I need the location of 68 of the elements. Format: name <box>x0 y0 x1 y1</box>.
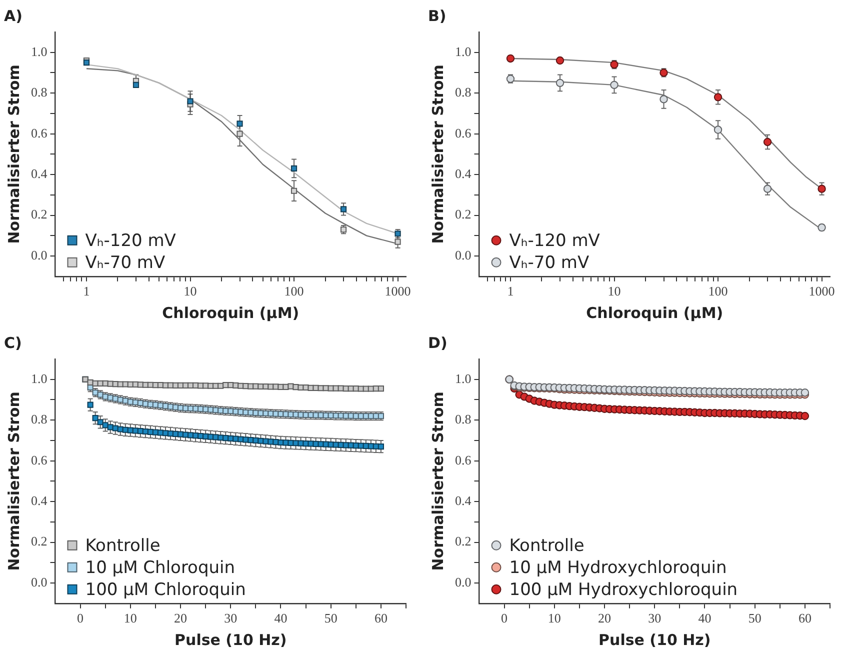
x-axis-title: Pulse (10 Hz) <box>598 630 711 649</box>
chart-title: B) <box>428 6 446 25</box>
legend-label: Vₕ-70 mV <box>509 252 590 273</box>
legend-label: 100 µM Chloroquin <box>85 580 246 600</box>
x-tick-label: 20 <box>174 610 188 626</box>
chart-title: D) <box>428 334 448 352</box>
legend-label: Vₕ-70 mV <box>85 252 166 273</box>
legend-label: 10 µM Chloroquin <box>85 558 236 578</box>
legend-label: 10 µM Hydroxychloroquin <box>509 558 727 578</box>
x-tick-label: 100 <box>284 284 304 299</box>
y-tick-label: 0.2 <box>455 206 472 222</box>
y-tick-label: 0.4 <box>455 492 472 508</box>
y-tick-label: 0.8 <box>31 84 48 100</box>
legend-label: Vₕ-120 mV <box>85 230 176 251</box>
x-tick-label: 100 <box>708 284 728 299</box>
x-tick-label: 40 <box>274 610 288 626</box>
y-tick-label: 0.6 <box>31 125 48 140</box>
y-tick-label: 0.0 <box>455 247 472 262</box>
y-tick-label: 1.0 <box>31 370 48 386</box>
y-tick-label: 0.4 <box>31 492 48 508</box>
x-axis-title: Pulse (10 Hz) <box>174 630 287 649</box>
y-tick-label: 0.6 <box>31 452 48 468</box>
x-tick-label: 60 <box>374 610 388 626</box>
x-axis-title: Chloroquin (µM) <box>162 304 300 322</box>
y-tick-label: 0.6 <box>455 125 472 140</box>
y-tick-label: 0.6 <box>455 452 472 468</box>
y-tick-label: 1.0 <box>455 370 472 386</box>
y-axis-title: Normalisierter Strom <box>428 64 447 244</box>
y-tick-label: 0.2 <box>455 534 472 549</box>
y-tick-label: 1.0 <box>31 44 48 59</box>
y-tick-label: 0.8 <box>31 412 48 427</box>
legend-label: 100 µM Hydroxychloroquin <box>509 580 738 600</box>
x-tick-label: 10 <box>184 284 197 299</box>
legend-label: Kontrolle <box>85 536 160 556</box>
legend-label: Vₕ-120 mV <box>509 230 600 251</box>
x-tick-label: 10 <box>124 610 137 626</box>
x-tick-label: 0 <box>77 610 84 626</box>
y-tick-label: 0.8 <box>455 412 472 427</box>
x-tick-label: 1000 <box>808 284 835 299</box>
x-tick-label: 0 <box>501 610 508 626</box>
x-tick-label: 20 <box>598 610 612 626</box>
x-tick-label: 60 <box>798 610 812 626</box>
y-axis-title: Normalisierter Strom <box>4 64 23 244</box>
y-tick-label: 0.0 <box>455 574 472 590</box>
y-tick-label: 1.0 <box>455 44 472 59</box>
legend-label: Kontrolle <box>509 536 584 556</box>
chart-title: C) <box>4 334 22 352</box>
y-tick-label: 0.8 <box>455 84 472 100</box>
y-tick-label: 0.4 <box>455 166 472 181</box>
y-tick-label: 0.0 <box>31 247 48 262</box>
x-tick-label: 10 <box>608 284 621 299</box>
x-axis-title: Chloroquin (µM) <box>586 304 724 322</box>
y-tick-label: 0.0 <box>31 574 48 590</box>
x-tick-label: 1 <box>507 284 514 299</box>
y-axis-title: Normalisierter Strom <box>4 392 23 571</box>
y-axis-title: Normalisierter Strom <box>428 392 447 571</box>
x-tick-label: 40 <box>698 610 712 626</box>
x-tick-label: 1 <box>83 284 90 299</box>
y-tick-label: 0.2 <box>31 534 48 549</box>
x-tick-label: 30 <box>224 610 238 626</box>
x-tick-label: 30 <box>648 610 662 626</box>
x-tick-label: 1000 <box>384 284 411 299</box>
x-tick-label: 10 <box>548 610 561 626</box>
x-tick-label: 50 <box>748 610 762 626</box>
y-tick-label: 0.4 <box>31 166 48 181</box>
y-tick-label: 0.2 <box>31 206 48 222</box>
x-tick-label: 50 <box>324 610 338 626</box>
chart-title: A) <box>4 6 22 25</box>
